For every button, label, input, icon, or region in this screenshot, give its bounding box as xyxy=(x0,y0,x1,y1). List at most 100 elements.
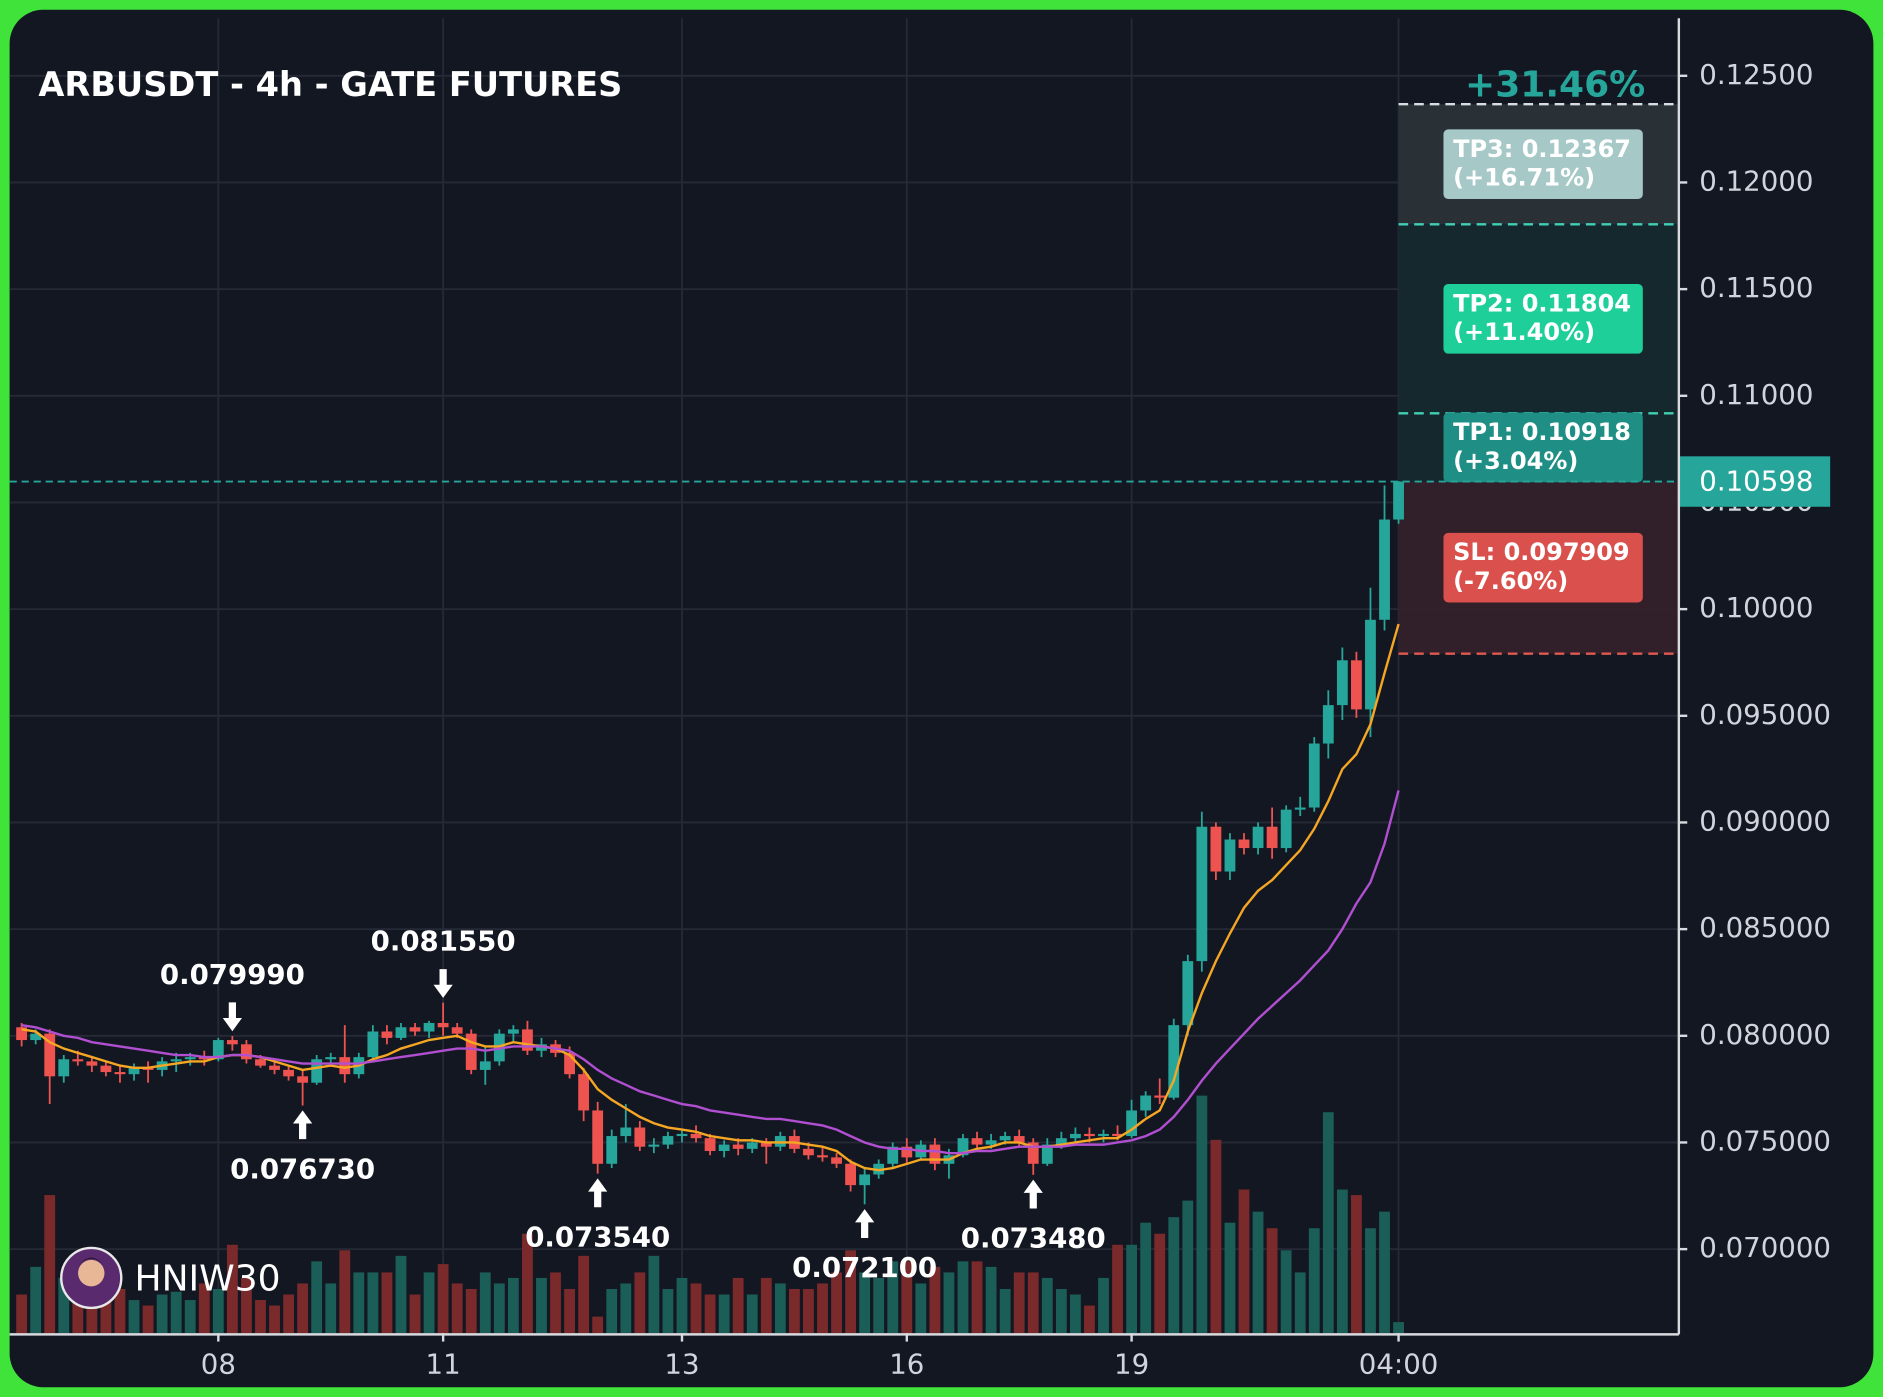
volume-bar xyxy=(522,1233,533,1334)
candle-body xyxy=(1365,619,1376,710)
level-pct: (+16.71%) xyxy=(1453,164,1595,192)
x-tick-label: 16 xyxy=(889,1348,924,1381)
volume-bar xyxy=(999,1288,1011,1334)
annotation-label: 0.072100 xyxy=(792,1251,937,1284)
volume-bar xyxy=(269,1305,280,1334)
annotation-arrow xyxy=(588,1178,608,1208)
volume-bar xyxy=(774,1283,786,1334)
volume-bar xyxy=(1196,1095,1208,1334)
candle-body xyxy=(170,1059,182,1062)
annotation-arrow xyxy=(222,1002,242,1032)
level-label-box xyxy=(1443,412,1643,483)
volume-bar xyxy=(915,1283,927,1334)
volume-bar xyxy=(423,1272,435,1334)
x-tick-label: 04:00 xyxy=(1359,1348,1439,1381)
volume-bar xyxy=(957,1261,969,1334)
annotation-label: 0.073540 xyxy=(525,1220,670,1253)
candle-body xyxy=(297,1076,309,1083)
volume-bar xyxy=(1126,1244,1138,1334)
volume-bar xyxy=(634,1272,646,1334)
volume-bar xyxy=(831,1272,842,1334)
candle-body xyxy=(676,1133,688,1137)
annotation-label: 0.079990 xyxy=(160,958,305,991)
candle-body xyxy=(718,1144,730,1151)
level-label: TP1: 0.10918 xyxy=(1453,418,1631,446)
candle-body xyxy=(86,1061,98,1066)
candle-body xyxy=(255,1059,266,1066)
volume-bar xyxy=(760,1277,772,1334)
candle-body xyxy=(831,1157,842,1164)
candle-body xyxy=(1098,1133,1109,1137)
volume-bar xyxy=(929,1266,941,1334)
annotation-label: 0.081550 xyxy=(371,925,516,958)
y-tick-label: 0.11000 xyxy=(1699,378,1813,411)
volume-bar xyxy=(1210,1139,1222,1334)
volume-bar xyxy=(311,1261,323,1334)
volume-bar xyxy=(212,1288,224,1334)
annotation-label: 0.076730 xyxy=(230,1152,375,1185)
annotation-arrow xyxy=(293,1110,313,1140)
avatar-hair xyxy=(74,1257,109,1271)
candle-body xyxy=(1196,826,1208,962)
volume-bar xyxy=(817,1283,828,1334)
candle-body xyxy=(1266,826,1278,849)
volume-bar xyxy=(451,1283,463,1334)
volume-bar xyxy=(283,1294,294,1334)
volume-bar xyxy=(241,1277,252,1334)
y-tick-label: 0.12500 xyxy=(1699,58,1813,91)
level-pct: (+3.04%) xyxy=(1453,447,1578,475)
candle-body xyxy=(367,1031,379,1058)
candle-body xyxy=(901,1146,913,1158)
volume-bar xyxy=(971,1261,983,1334)
y-tick-label: 0.080000 xyxy=(1699,1018,1831,1051)
volume-bar xyxy=(297,1283,309,1334)
volume-bar xyxy=(198,1283,210,1334)
candle-body xyxy=(465,1033,477,1070)
volume-bar xyxy=(901,1261,913,1334)
volume-bar xyxy=(1224,1222,1236,1334)
candle-body xyxy=(1182,961,1194,1026)
volume-bar xyxy=(648,1255,660,1334)
volume-bar xyxy=(620,1283,632,1334)
candle-body xyxy=(746,1142,758,1149)
candle-body xyxy=(690,1133,702,1139)
volume-bar xyxy=(662,1288,674,1334)
candle-body xyxy=(1055,1138,1067,1145)
y-tick-label: 0.090000 xyxy=(1699,804,1831,837)
candle-body xyxy=(704,1138,716,1151)
volume-bar xyxy=(325,1283,337,1334)
volume-bar xyxy=(86,1305,98,1334)
level-pct: (-7.60%) xyxy=(1453,567,1568,595)
volume-bar xyxy=(1393,1322,1404,1334)
volume-bar xyxy=(1365,1228,1376,1334)
volume-bar xyxy=(1168,1217,1180,1334)
y-tick-label: 0.095000 xyxy=(1699,698,1831,731)
volume-bar xyxy=(1154,1233,1166,1334)
candle-body xyxy=(859,1174,871,1186)
candle-body xyxy=(1351,660,1362,710)
y-tick-label: 0.12000 xyxy=(1699,164,1813,197)
volume-bar xyxy=(1336,1189,1348,1334)
candle-body xyxy=(212,1040,224,1060)
volume-bar xyxy=(564,1288,575,1334)
volume-bar xyxy=(479,1272,491,1334)
volume-bar xyxy=(114,1288,126,1334)
volume-bar xyxy=(845,1250,856,1334)
candle-body xyxy=(184,1057,196,1060)
candle-body xyxy=(283,1069,294,1077)
candle-body xyxy=(451,1027,463,1034)
volume-bar xyxy=(367,1272,379,1334)
volume-bar xyxy=(255,1300,266,1334)
volume-bar xyxy=(381,1272,393,1334)
volume-bar xyxy=(788,1288,800,1334)
volume-bar xyxy=(1027,1272,1039,1334)
candle-body xyxy=(606,1136,618,1164)
x-tick-label: 19 xyxy=(1114,1348,1149,1381)
volume-bar xyxy=(606,1288,618,1334)
candle-body xyxy=(957,1138,969,1156)
volume-bar xyxy=(226,1244,238,1334)
candle-body xyxy=(1069,1133,1081,1139)
candle-body xyxy=(409,1027,421,1032)
volume-bar xyxy=(1294,1272,1306,1334)
candle-body xyxy=(1126,1110,1138,1137)
